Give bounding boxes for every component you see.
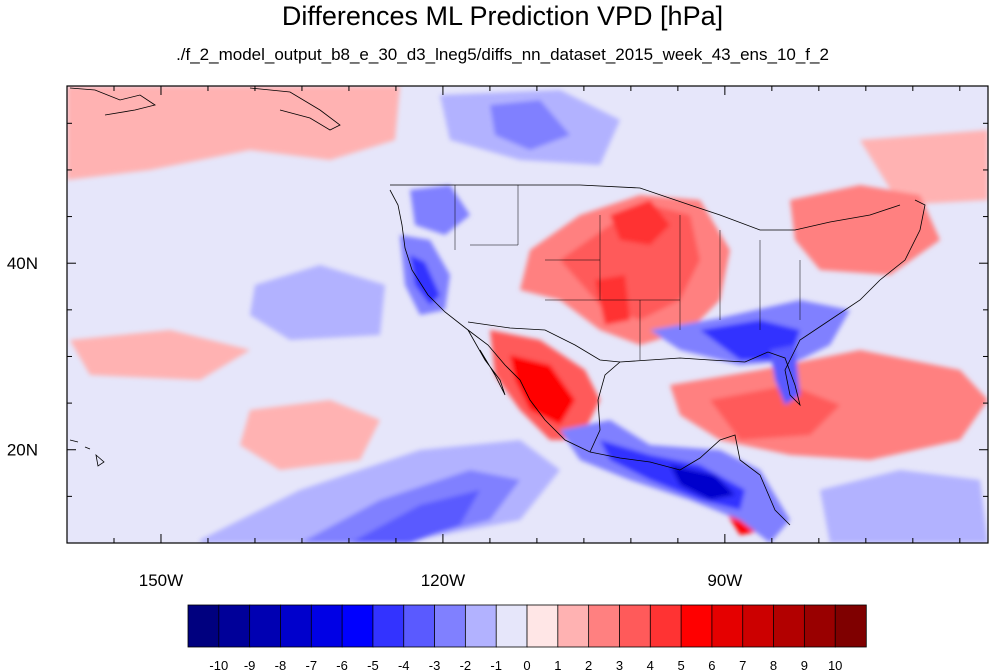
- mexico-red-core: [510, 355, 575, 425]
- colorbar-label: -10: [209, 658, 228, 672]
- colorbar-label: 9: [801, 658, 808, 672]
- colorbar-label: 6: [708, 658, 715, 672]
- x-tick-label: 120W: [421, 571, 465, 590]
- colorbar-swatch: [403, 604, 436, 648]
- colorbar-label: 3: [616, 658, 623, 672]
- north-pacific-pink-region: [67, 86, 400, 180]
- colorbar: -10 -9 -8 -7 -6 -5 -4 -3 -2 -1 0 1 2 3 4 5 6 7 8 9 10: [187, 604, 867, 672]
- colorbar-swatch: [218, 604, 251, 648]
- great-plains-red-core: [610, 200, 670, 245]
- colorbar-swatch: [742, 604, 775, 648]
- colorbar-label: 1: [554, 658, 561, 672]
- pacific-blue-band-core: [300, 470, 520, 543]
- colorbar-label: 5: [677, 658, 684, 672]
- y-tick-label: 20N: [7, 441, 38, 460]
- map-subtitle: ./f_2_model_output_b8_e_30_d3_lneg5/diff…: [176, 45, 829, 64]
- colorbar-swatch: [649, 604, 682, 648]
- axis-ticks: 150W 120W 90W 40N 20N: [7, 86, 988, 590]
- colorbar-label: 8: [770, 658, 777, 672]
- colorbar-swatch: [803, 604, 836, 648]
- baja-california-line: [467, 329, 506, 396]
- colorbar-label: 10: [828, 658, 842, 672]
- coastlines-and-borders: [69, 87, 926, 526]
- map-title: Differences ML Prediction VPD [hPa]: [281, 1, 724, 31]
- colorbar-swatch: [834, 604, 867, 648]
- pacific-blue-band-inner: [350, 490, 480, 543]
- colorbar-label: -3: [429, 658, 441, 672]
- east-pacific-pink-region: [240, 400, 380, 470]
- map-frame: [66, 85, 989, 544]
- colorbar-swatch: [372, 604, 405, 648]
- colorbar-swatch: [495, 604, 528, 648]
- east-canada-pink-region: [860, 130, 988, 205]
- northeast-red: [790, 185, 940, 275]
- colorbar-swatch: [464, 604, 497, 648]
- colorbar-swatch: [434, 604, 467, 648]
- colorbar-swatch: [526, 604, 559, 648]
- colorbar-swatch: [280, 604, 312, 648]
- y-tick-label: 40N: [7, 254, 38, 273]
- anomaly-field: [67, 86, 988, 543]
- hawaii-islands: [69, 439, 105, 467]
- colorbar-swatch: [711, 604, 744, 648]
- x-tick-label: 150W: [139, 571, 183, 590]
- colorbar-label: 4: [647, 658, 654, 672]
- yucatan-line: [589, 434, 791, 526]
- bc-coast: [249, 87, 341, 131]
- hudson-bay-blue-core: [490, 100, 570, 150]
- colorbar-label: -8: [275, 658, 287, 672]
- colorbar-swatch: [680, 604, 713, 648]
- colorbar-label: -2: [460, 658, 472, 672]
- california-blue-core: [410, 255, 440, 305]
- us-canada-border: [390, 184, 901, 231]
- colorbar-label: -9: [244, 658, 256, 672]
- mid-pacific-blue-patch: [250, 265, 385, 340]
- colorbar-swatch: [310, 604, 343, 648]
- colorbar-swatch: [187, 604, 220, 648]
- colorbar-label: -6: [336, 658, 348, 672]
- colorbar-label: 7: [739, 658, 746, 672]
- colorbar-label: -7: [305, 658, 317, 672]
- colorbar-swatch: [341, 604, 374, 648]
- x-tick-label: 90W: [707, 571, 742, 590]
- gulf-coast-line: [589, 199, 926, 453]
- caribbean-blue: [820, 470, 988, 543]
- colorbar-swatch: [619, 604, 651, 648]
- colorbar-label: -4: [398, 658, 410, 672]
- colorbar-swatch: [249, 604, 282, 648]
- us-mexico-border: [467, 321, 621, 363]
- gulf-atlantic-red-core: [710, 385, 840, 440]
- alaska-coast: [69, 87, 156, 116]
- colorbar-label: 0: [523, 658, 530, 672]
- colorbar-label: 2: [585, 658, 592, 672]
- florida-blue: [770, 345, 800, 405]
- colorbar-swatch: [557, 604, 590, 648]
- colorbar-swatch: [773, 604, 806, 648]
- central-america-blue-core: [670, 465, 735, 500]
- great-plains-red-mid: [560, 205, 700, 320]
- colorbar-label: -5: [367, 658, 379, 672]
- central-pacific-pink-region: [70, 330, 250, 380]
- state-lines: [454, 185, 801, 360]
- colorbar-swatch: [588, 604, 621, 648]
- colorbar-label: -1: [490, 658, 502, 672]
